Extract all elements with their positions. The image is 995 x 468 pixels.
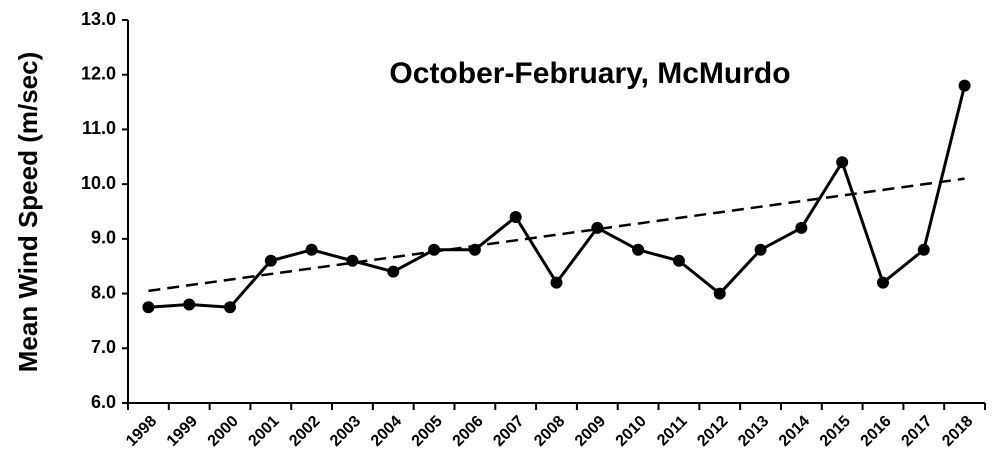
x-tick-label: 2003 [327, 413, 364, 450]
data-point [305, 243, 318, 256]
data-point [224, 301, 237, 314]
y-tick-label: 13.0 [81, 9, 116, 29]
chart-title: October-February, McMurdo [389, 57, 790, 90]
x-tick-label: 2001 [245, 413, 282, 450]
data-point [876, 276, 889, 289]
data-point [958, 79, 971, 92]
data-point [632, 243, 645, 256]
x-tick-label: 2000 [205, 413, 242, 450]
x-tick-label: 2017 [898, 413, 935, 450]
x-tick-label: 2015 [817, 413, 854, 450]
x-tick-label: 2011 [654, 413, 691, 450]
data-point [754, 243, 767, 256]
data-point [346, 254, 359, 267]
x-tick-label: 2018 [939, 413, 976, 450]
x-tick-label: 2013 [735, 413, 772, 450]
data-point [509, 210, 522, 223]
data-point [183, 298, 196, 311]
x-tick-label: 2006 [450, 413, 487, 450]
x-tick-label: 2012 [694, 413, 731, 450]
x-tick-label: 2010 [613, 413, 650, 450]
y-axis-label: Mean Wind Speed (m/sec) [13, 52, 43, 373]
data-point [672, 254, 685, 267]
data-point [795, 221, 808, 234]
data-point [836, 156, 849, 169]
data-point [468, 243, 481, 256]
x-tick-label: 1999 [164, 413, 201, 450]
x-tick-label: 2008 [531, 413, 568, 450]
x-tick-label: 1998 [123, 413, 160, 450]
data-point [550, 276, 563, 289]
data-point [917, 243, 930, 256]
x-tick-label: 2009 [572, 413, 609, 450]
y-tick-label: 8.0 [91, 282, 116, 302]
x-tick-label: 2002 [286, 413, 323, 450]
x-tick-label: 2007 [490, 413, 527, 450]
y-tick-label: 7.0 [91, 337, 116, 357]
data-point [713, 287, 726, 300]
data-point [591, 221, 604, 234]
y-tick-label: 11.0 [82, 118, 116, 138]
data-point [387, 265, 400, 278]
y-tick-label: 12.0 [81, 63, 116, 83]
trendline [148, 177, 965, 293]
data-point [264, 254, 277, 267]
data-point [142, 301, 155, 314]
x-tick-label: 2016 [858, 413, 895, 450]
data-point [428, 243, 441, 256]
y-tick-label: 9.0 [91, 228, 116, 248]
x-tick-label: 2005 [409, 413, 446, 450]
x-tick-label: 2004 [368, 413, 405, 450]
y-tick-label: 6.0 [91, 392, 116, 412]
y-tick-label: 10.0 [81, 173, 116, 193]
x-tick-label: 2014 [776, 413, 813, 450]
